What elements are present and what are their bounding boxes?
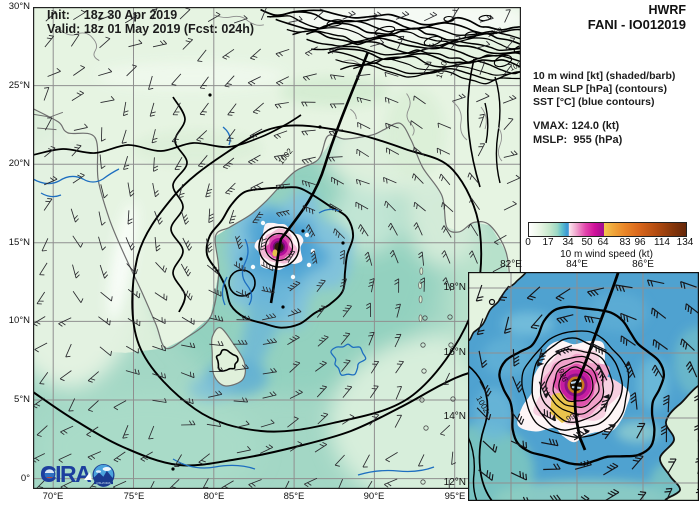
- svg-text:1020: 1020: [486, 27, 503, 39]
- svg-text:CSU/CIRA: CSU/CIRA: [96, 481, 110, 485]
